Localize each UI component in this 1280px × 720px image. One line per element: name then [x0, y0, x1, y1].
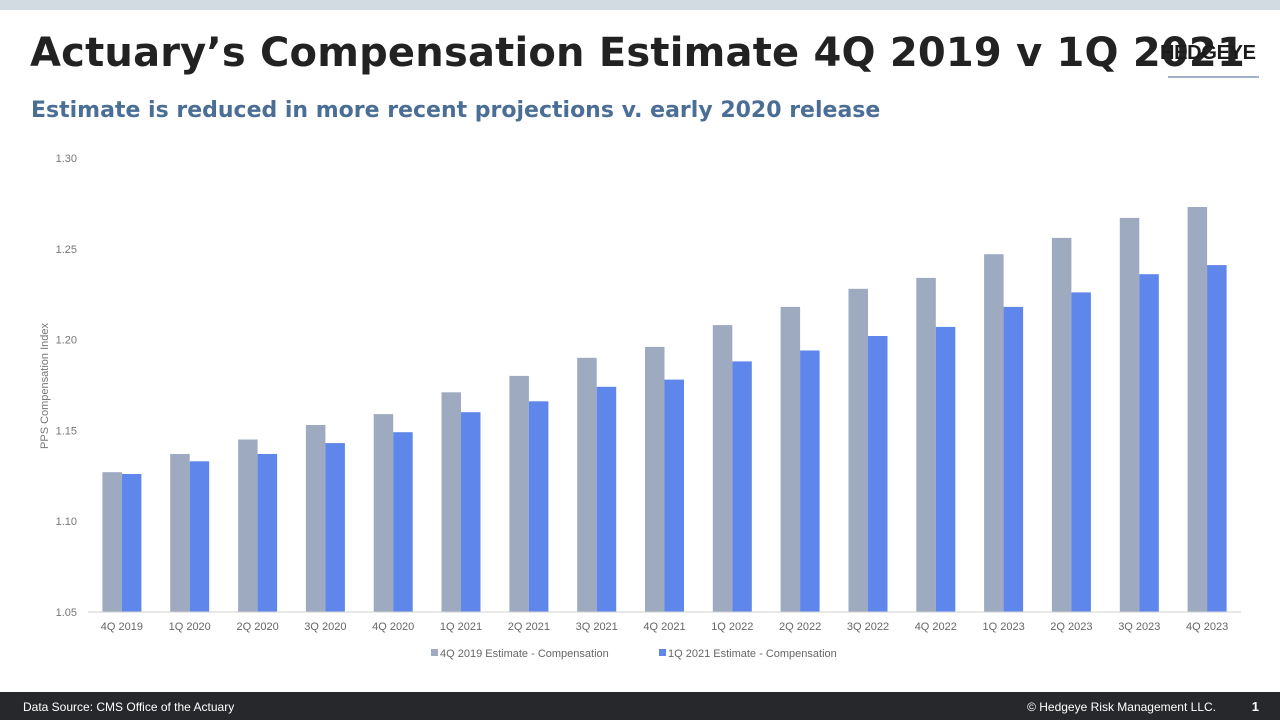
logo-underline [1168, 76, 1259, 78]
bar-1-4q-2021 [645, 346, 665, 612]
legend-label-1: 4Q 2019 Estimate - Compensation [440, 648, 609, 660]
legend-swatch-1 [431, 649, 438, 656]
x-tick-label: 3Q 2021 [576, 621, 618, 633]
bar-1-3q-2020 [305, 425, 326, 612]
bar-chart: 1.05 1.10 1.15 1.20 1.25 1.30 4Q 2019 1Q 2020 2… [39, 153, 1241, 660]
bar-2-1q-2020 [189, 461, 210, 612]
copyright: © Hedgeye Risk Management LLC. [1027, 700, 1216, 714]
y-tick-label: 1.30 [56, 153, 77, 165]
bar-group [102, 207, 1227, 612]
x-axis: 4Q 2019 1Q 2020 2Q 2020 3Q 2020 4Q 2020 1Q 20… [101, 621, 1228, 633]
bar-1-4q-2022 [916, 277, 936, 612]
x-tick-label: 3Q 2020 [304, 621, 346, 633]
y-tick-label: 1.25 [56, 244, 77, 256]
bar-2-3q-2021 [596, 386, 617, 612]
bar-2-1q-2021 [461, 412, 481, 612]
x-tick-label: 4Q 2019 [101, 621, 143, 633]
x-tick-label: 2Q 2021 [508, 621, 550, 633]
y-tick-label: 1.05 [56, 607, 77, 619]
bar-2-3q-2020 [325, 443, 345, 612]
x-tick-label: 4Q 2023 [1186, 621, 1228, 633]
bar-1-3q-2022 [848, 288, 868, 612]
bar-2-4q-2022 [935, 326, 956, 612]
x-tick-label: 1Q 2021 [440, 621, 482, 633]
page-title: Actuary’s Compensation Estimate 4Q 2019 … [30, 30, 1245, 76]
y-axis-label: PPS Compensation Index [39, 323, 51, 449]
bar-1-2q-2023 [1051, 237, 1072, 612]
bar-1-3q-2021 [577, 357, 597, 612]
x-tick-label: 2Q 2022 [779, 621, 821, 633]
bar-2-4q-2019 [121, 474, 142, 612]
bar-2-2q-2021 [528, 401, 549, 612]
x-tick-label: 1Q 2020 [169, 621, 211, 633]
bar-1-1q-2020 [170, 454, 190, 612]
footer-bar: Data Source: CMS Office of the Actuary ©… [0, 692, 1280, 720]
bar-1-4q-2019 [102, 472, 122, 612]
bar-1-2q-2021 [509, 375, 529, 612]
bar-2-4q-2020 [393, 432, 413, 612]
x-tick-label: 2Q 2020 [236, 621, 278, 633]
y-tick-label: 1.10 [56, 516, 77, 528]
bar-1-1q-2022 [712, 325, 733, 612]
bar-1-4q-2020 [373, 414, 394, 612]
legend-label-2: 1Q 2021 Estimate - Compensation [668, 648, 837, 660]
bar-2-4q-2021 [664, 379, 684, 612]
x-tick-label: 4Q 2021 [643, 621, 685, 633]
x-tick-label: 3Q 2022 [847, 621, 889, 633]
bar-2-2q-2023 [1071, 292, 1091, 612]
bar-1-2q-2022 [780, 306, 801, 612]
data-source: Data Source: CMS Office of the Actuary [23, 700, 235, 714]
bar-2-3q-2023 [1139, 274, 1159, 612]
bar-2-4q-2023 [1207, 265, 1227, 612]
bar-2-1q-2023 [1003, 306, 1024, 612]
page-number: 1 [1251, 699, 1259, 714]
page-subtitle: Estimate is reduced in more recent proje… [31, 98, 881, 123]
bar-1-4q-2023 [1187, 207, 1208, 612]
x-tick-label: 1Q 2022 [711, 621, 753, 633]
y-tick-label: 1.20 [56, 335, 77, 347]
hedgeye-logo: HEDGEYE [1160, 42, 1256, 64]
bar-1-1q-2021 [441, 392, 461, 612]
legend-swatch-2 [659, 649, 666, 656]
y-axis: 1.05 1.10 1.15 1.20 1.25 1.30 [56, 153, 77, 619]
bar-1-2q-2020 [238, 439, 258, 612]
x-tick-label: 1Q 2023 [982, 621, 1024, 633]
x-tick-label: 4Q 2022 [915, 621, 957, 633]
bar-2-1q-2022 [732, 361, 752, 612]
bar-2-2q-2020 [257, 454, 278, 612]
x-tick-label: 2Q 2023 [1050, 621, 1092, 633]
chart-legend: 4Q 2019 Estimate - Compensation 1Q 2021 E… [431, 648, 837, 660]
x-tick-label: 4Q 2020 [372, 621, 414, 633]
bar-1-3q-2023 [1119, 217, 1140, 612]
bar-1-1q-2023 [984, 254, 1004, 612]
bar-2-2q-2022 [800, 350, 820, 612]
x-tick-label: 3Q 2023 [1118, 621, 1160, 633]
y-tick-label: 1.15 [56, 425, 77, 437]
top-band [0, 0, 1280, 10]
bar-2-3q-2022 [868, 336, 888, 612]
